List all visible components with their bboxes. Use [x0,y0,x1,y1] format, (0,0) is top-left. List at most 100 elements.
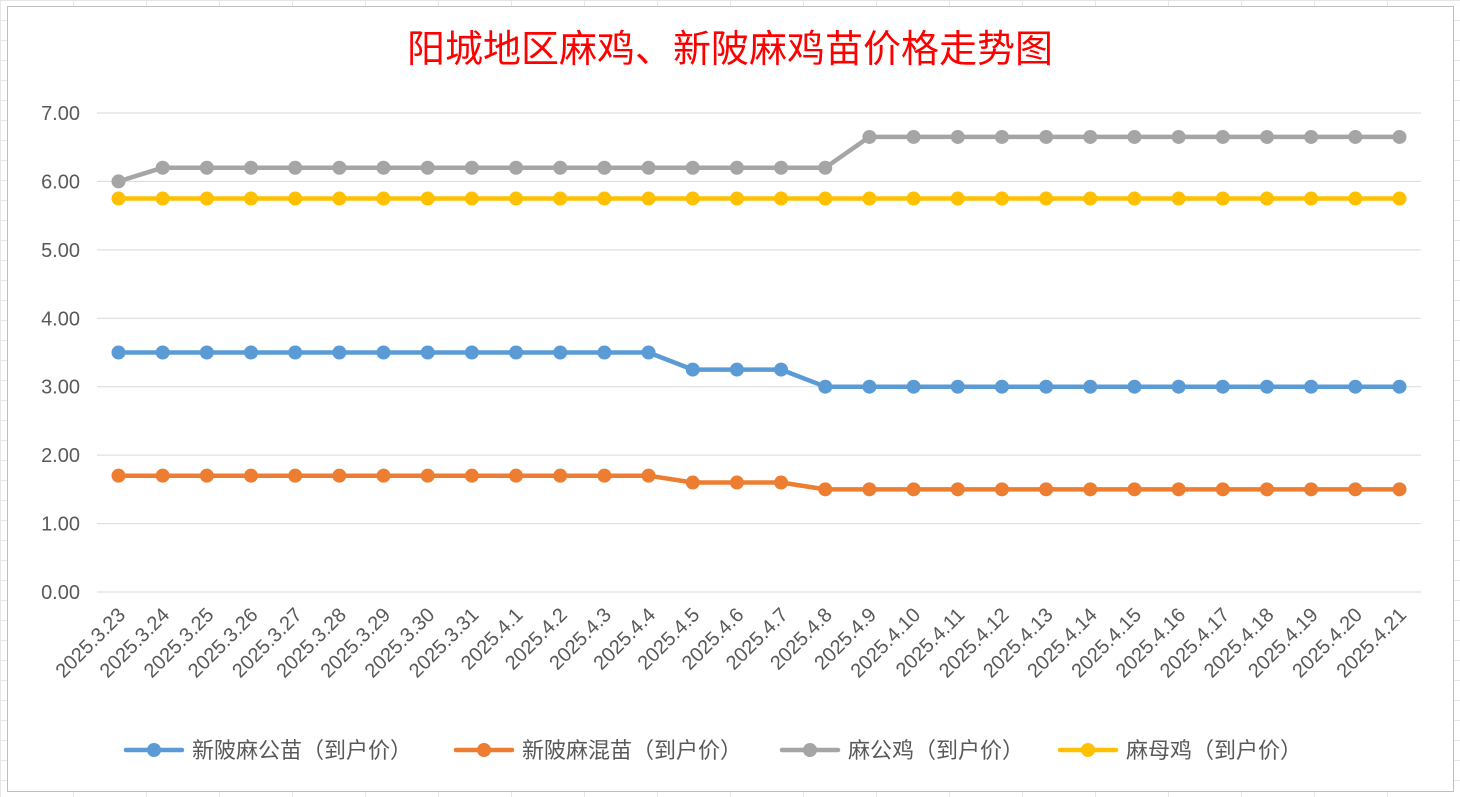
data-point [288,191,303,206]
data-point [376,345,391,360]
data-point [1304,482,1319,497]
data-point [155,468,170,483]
data-point [288,345,303,360]
y-tick-label: 3.00 [41,377,80,399]
series-3 [111,129,1407,189]
data-point [288,160,303,175]
data-point [1259,191,1274,206]
data-point [1039,129,1054,144]
data-point [1083,379,1098,394]
data-point [332,345,347,360]
data-point [1171,129,1186,144]
data-point [199,191,214,206]
y-tick-label: 1.00 [41,514,80,536]
data-point [1083,129,1098,144]
legend-item: 麻母鸡（到户价） [1057,739,1302,764]
data-point [1259,482,1274,497]
data-point [1304,191,1319,206]
data-point [155,160,170,175]
data-point [774,160,789,175]
data-point [597,160,612,175]
series-line [116,473,1402,492]
data-point [111,174,126,189]
data-point [111,191,126,206]
data-point [464,468,479,483]
series-lines [111,129,1407,497]
gridlines [97,112,1421,593]
data-point [597,191,612,206]
data-point [1348,482,1363,497]
data-point [1083,191,1098,206]
chart-title: 阳城地区麻鸡、新陂麻鸡苗价格走势图 [407,27,1053,71]
data-point [729,191,744,206]
data-point [641,160,656,175]
legend-marker [147,743,161,757]
legend-marker [803,743,817,757]
data-point [818,160,833,175]
data-point [199,345,214,360]
series-1 [111,345,1407,394]
data-point [553,160,568,175]
data-point [1348,379,1363,394]
data-point [376,468,391,483]
data-point [332,468,347,483]
data-point [774,362,789,377]
data-point [553,191,568,206]
data-point [729,362,744,377]
y-tick-label: 6.00 [41,171,80,193]
data-point [1215,129,1230,144]
legend-label: 麻公鸡（到户价） [848,739,1024,764]
data-point [774,475,789,490]
data-point [906,379,921,394]
data-point [1392,379,1407,394]
y-axis-tick-labels: 0.00 1.00 2.00 3.00 4.00 5.00 6.00 7.00 [41,103,80,604]
data-point [1392,482,1407,497]
data-point [244,191,259,206]
legend-item: 麻公鸡（到户价） [779,739,1024,764]
data-point [553,345,568,360]
data-point [862,191,877,206]
data-point [950,482,965,497]
data-point [464,345,479,360]
data-point [420,345,435,360]
data-point [950,191,965,206]
legend-item: 新陂麻公苗（到户价） [123,739,412,764]
data-point [862,379,877,394]
data-point [1127,379,1142,394]
x-axis-tick-labels: 2025.3.232025.3.242025.3.252025.3.262025… [52,604,1411,682]
data-point [1127,482,1142,497]
data-point [464,160,479,175]
data-point [950,379,965,394]
data-point [818,191,833,206]
data-point [994,191,1009,206]
data-point [1171,379,1186,394]
data-point [509,160,524,175]
data-point [1039,191,1054,206]
data-point [1215,191,1230,206]
data-point [1304,129,1319,144]
y-tick-label: 7.00 [41,103,80,125]
data-point [155,191,170,206]
data-point [1259,129,1274,144]
data-point [1127,129,1142,144]
data-point [111,345,126,360]
data-point [685,475,700,490]
data-point [685,191,700,206]
data-point [906,191,921,206]
data-point [111,468,126,483]
data-point [1348,191,1363,206]
data-point [950,129,965,144]
legend-item: 新陂麻混苗（到户价） [453,739,742,764]
data-point [1127,191,1142,206]
data-point [1039,379,1054,394]
data-point [1215,379,1230,394]
data-point [1392,191,1407,206]
data-point [994,482,1009,497]
series-line [116,350,1402,389]
data-point [1304,379,1319,394]
data-point [994,379,1009,394]
data-point [199,160,214,175]
data-point [906,482,921,497]
series-4 [111,191,1407,206]
